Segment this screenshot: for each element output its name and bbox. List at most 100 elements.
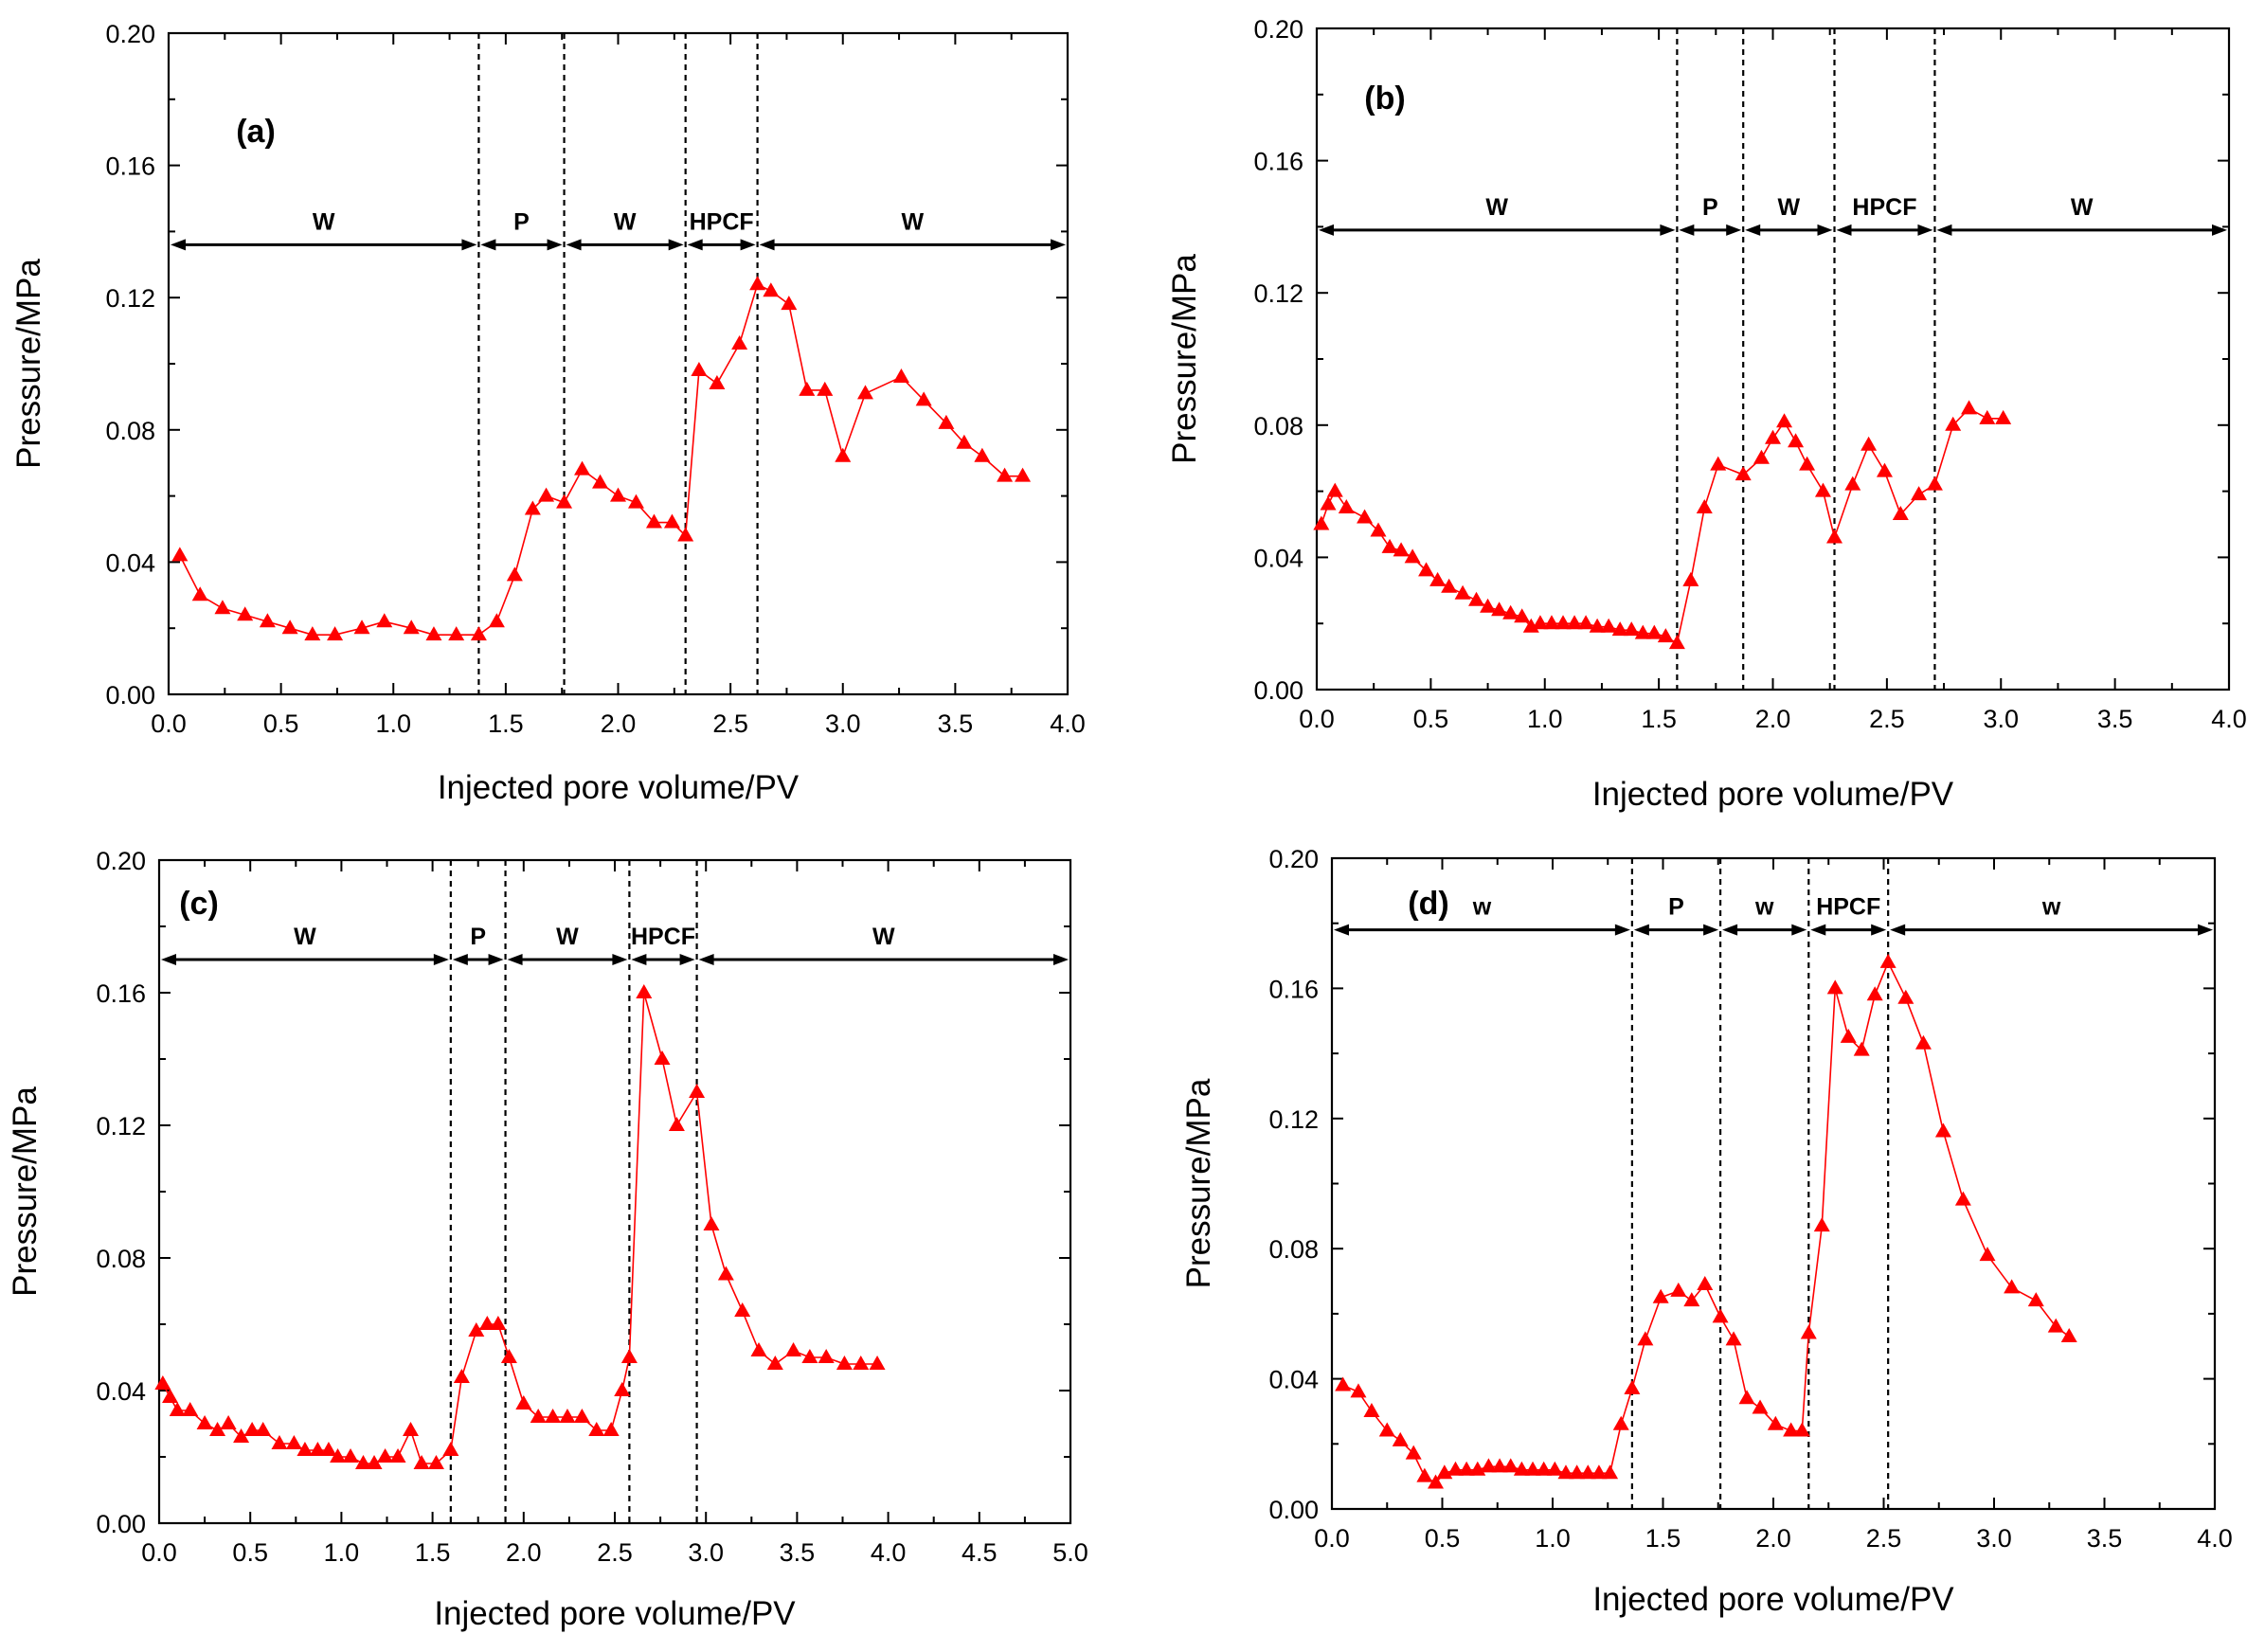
arrow-head-right (1917, 224, 1933, 236)
data-point-marker (1624, 1379, 1641, 1394)
data-point-marker (413, 1455, 430, 1469)
stage-arrow (1334, 924, 1630, 936)
data-point-marker (154, 1375, 171, 1390)
data-point-marker (1738, 1390, 1755, 1405)
data-point-marker (1652, 1288, 1669, 1303)
data-point-marker (255, 1422, 272, 1436)
data-point-marker (1532, 615, 1549, 630)
stage-label: W (1485, 194, 1508, 221)
stage-label: W (313, 208, 335, 235)
data-point-marker (243, 1422, 261, 1436)
data-point-marker (1378, 1422, 1395, 1437)
data-point-marker (478, 1316, 495, 1330)
stage-label: W (2071, 194, 2094, 221)
data-point-marker (1712, 1308, 1729, 1323)
data-point-marker (1611, 621, 1628, 637)
data-point-marker (1844, 476, 1861, 491)
stage-label: P (470, 924, 486, 950)
chart-panel-3: 0.0 0.5 1.0 1.5 2.0 2.5 3.0 3.5 4.0 0.00 0.04 0.08 0… (1180, 845, 2233, 1618)
arrow-head-left (1836, 224, 1852, 236)
arrow-head-left (1679, 224, 1695, 236)
stage-label: W (294, 924, 316, 950)
data-point-marker (1416, 1467, 1433, 1482)
data-point-marker (663, 513, 680, 529)
x-axis-title: Injected pore volume/PV (1592, 776, 1954, 813)
y-tick-label: 0.16 (105, 153, 155, 181)
data-point-marker (1480, 598, 1497, 613)
data-point-marker (1524, 1461, 1541, 1476)
data-point-marker (1645, 624, 1663, 639)
stage-label: P (513, 208, 530, 235)
arrow-head-left (1722, 924, 1738, 936)
y-axis-title: Pressure/MPa (10, 259, 47, 469)
data-point-marker (869, 1356, 886, 1370)
data-point-marker (1502, 1458, 1519, 1473)
data-point-marker (1468, 591, 1485, 606)
data-point-marker (1879, 953, 1896, 968)
data-point-marker (309, 1442, 326, 1456)
x-tick-label: 3.0 (688, 1538, 724, 1567)
x-tick-label: 0.0 (141, 1538, 177, 1567)
data-point-marker (1914, 1034, 1932, 1050)
stage-label: w (1472, 894, 1492, 921)
arrow-head-right (1051, 239, 1066, 251)
stage-label: w (1754, 894, 1774, 921)
panel-label: (b) (1364, 81, 1405, 117)
arrow-head-right (2198, 924, 2213, 936)
x-axis-title: Injected pore volume/PV (1592, 1581, 1954, 1618)
data-point-marker (1454, 584, 1471, 600)
data-point-marker (538, 487, 555, 502)
stage-arrow (1936, 224, 2227, 236)
data-point-marker (297, 1442, 314, 1456)
stage-arrow (480, 239, 563, 251)
data-point-marker (801, 1349, 818, 1363)
data-point-marker (1995, 409, 2012, 424)
arrow-head-right (668, 239, 684, 251)
data-point-marker (956, 434, 973, 449)
chart-panel-1: 0.0 0.5 1.0 1.5 2.0 2.5 3.0 3.5 4.0 0.00 0.04 0.08 0… (1166, 15, 2247, 813)
data-point-marker (997, 467, 1014, 482)
data-point-marker (938, 414, 955, 429)
data-point-marker (1735, 466, 1752, 481)
data-point-marker (799, 381, 816, 396)
x-tick-label: 0.5 (1425, 1524, 1461, 1553)
data-point-marker (559, 1409, 576, 1423)
data-point-marker (1767, 1415, 1784, 1430)
data-point-marker (1350, 1383, 1367, 1398)
data-point-marker (766, 1356, 783, 1370)
x-tick-label: 3.5 (2087, 1524, 2123, 1553)
data-point-marker (620, 1349, 638, 1363)
data-point-marker (376, 613, 393, 628)
data-point-marker (853, 1356, 870, 1370)
stage-arrow (452, 954, 504, 965)
arrow-head-left (507, 954, 523, 965)
x-tick-label: 0.5 (263, 709, 299, 738)
data-point-marker (196, 1415, 213, 1429)
data-point-marker (377, 1448, 394, 1463)
data-point-marker (1381, 538, 1398, 553)
stage-arrow (1810, 924, 1887, 936)
data-point-marker (366, 1455, 383, 1469)
data-point-marker (1429, 571, 1447, 586)
x-tick-label: 2.5 (1866, 1524, 1902, 1553)
arrow-head-right (1660, 224, 1676, 236)
data-point-marker (425, 626, 442, 641)
data-point-marker (515, 1395, 532, 1410)
data-point-marker (1826, 529, 1843, 544)
series-line (1321, 407, 2004, 645)
y-axis-title: Pressure/MPa (1180, 1078, 1217, 1288)
data-point-marker (545, 1409, 562, 1423)
y-tick-label: 0.20 (1253, 15, 1303, 44)
x-tick-label: 3.0 (1976, 1524, 2012, 1553)
y-tick-label: 0.16 (96, 979, 146, 1008)
data-point-marker (1405, 1445, 1422, 1460)
data-point-marker (162, 1389, 179, 1403)
data-point-marker (835, 447, 852, 462)
x-tick-label: 1.0 (324, 1538, 360, 1567)
x-tick-label: 4.0 (871, 1538, 907, 1567)
data-point-marker (448, 626, 465, 641)
arrow-head-left (1890, 924, 1906, 936)
data-point-marker (731, 335, 748, 350)
data-point-marker (488, 613, 505, 628)
stage-arrow (631, 954, 695, 965)
